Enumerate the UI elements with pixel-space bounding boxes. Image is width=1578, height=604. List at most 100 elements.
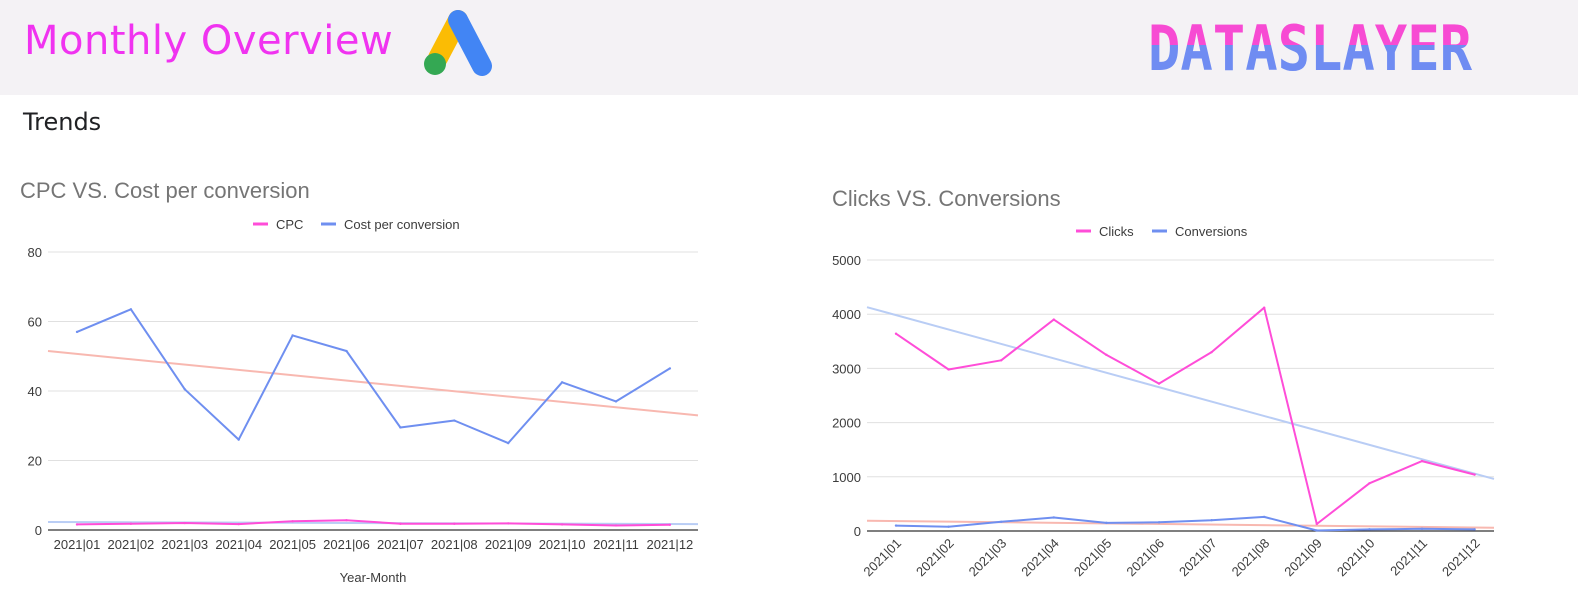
legend-label-clicks: Clicks [1099, 224, 1134, 239]
x-axis-label: Year-Month [340, 570, 407, 585]
data-point [453, 419, 456, 422]
x-tick-label: 2021|11 [593, 537, 639, 552]
header-bar: Monthly Overview DATASLAYER [0, 0, 1578, 95]
legend-label-cpc: CPC [276, 217, 303, 232]
series-line-cost-per-conversion [76, 308, 671, 445]
data-point [1105, 521, 1108, 525]
data-point [560, 381, 564, 384]
x-tick-label: 2021|01 [54, 537, 101, 552]
x-tick-label: 2021|07 [377, 537, 424, 552]
data-point [894, 524, 898, 527]
data-point [1420, 527, 1424, 531]
data-point [453, 522, 456, 525]
chart-clicks-vs-conversions: Clicks VS. Conversions Clicks Conversion… [832, 186, 1495, 580]
data-point [1157, 521, 1161, 524]
data-point [1473, 528, 1476, 531]
data-point [894, 332, 898, 335]
series-line-cpc [76, 519, 670, 527]
google-ads-icon [424, 10, 492, 76]
data-point [237, 438, 240, 441]
y-tick-label: 20 [28, 454, 42, 469]
data-point [507, 522, 510, 525]
data-point [129, 522, 133, 525]
data-point [1000, 359, 1003, 362]
data-point [1315, 522, 1319, 526]
data-point [75, 330, 79, 334]
x-tick-label: 2021|11 [1387, 536, 1430, 579]
x-tick-label: 2021|09 [1281, 536, 1325, 580]
x-tick-label: 2021|03 [161, 537, 208, 552]
data-point [399, 522, 402, 525]
trendline [866, 306, 1495, 480]
x-tick-label: 2021|06 [323, 537, 370, 552]
y-tick-label: 3000 [832, 361, 861, 376]
series-line-clicks [895, 306, 1475, 525]
data-point [1263, 306, 1266, 309]
data-point [668, 367, 672, 370]
x-tick-label: 2021|08 [1229, 536, 1273, 580]
data-point [75, 523, 79, 526]
chart-title: Clicks VS. Conversions [832, 186, 1061, 211]
y-tick-label: 60 [28, 315, 42, 330]
brand-logo-text: DATASLAYER [1148, 12, 1473, 78]
x-tick-label: 2021|12 [1439, 536, 1483, 580]
x-tick-label: 2021|10 [1334, 536, 1378, 580]
y-tick-label: 40 [28, 384, 42, 399]
y-tick-label: 80 [28, 245, 42, 260]
x-tick-label: 2021|02 [913, 536, 957, 580]
data-point [947, 525, 950, 528]
x-tick-label: 2021|08 [431, 537, 478, 552]
x-tick-label: 2021|05 [1071, 536, 1115, 580]
data-point [345, 519, 348, 522]
data-point [291, 520, 294, 523]
data-point [507, 441, 510, 445]
data-point [1157, 382, 1161, 385]
legend: CPC Cost per conversion [253, 217, 460, 232]
data-point [1420, 459, 1424, 463]
data-point [345, 349, 348, 353]
data-point [947, 368, 950, 371]
data-point [183, 388, 186, 391]
data-point [1105, 353, 1108, 357]
section-title: Trends [23, 108, 102, 136]
dataslayer-logo: DATASLAYER [1148, 12, 1473, 78]
chart-cpc-vs-cost-per-conversion: CPC VS. Cost per conversion CPC Cost per… [20, 178, 699, 585]
data-point [183, 521, 186, 525]
legend-label-conversions: Conversions [1175, 224, 1248, 239]
x-tick-label: 2021|10 [539, 537, 586, 552]
data-point [1052, 318, 1056, 321]
data-point [129, 308, 133, 311]
x-tick-label: 2021|03 [966, 536, 1010, 580]
data-point [560, 523, 564, 526]
y-tick-label: 4000 [832, 307, 861, 322]
x-tick-label: 2021|07 [1176, 536, 1220, 580]
legend-label-cost-per-conversion: Cost per conversion [344, 217, 460, 232]
y-tick-label: 5000 [832, 253, 861, 268]
data-point [614, 524, 618, 527]
data-point [291, 334, 294, 337]
y-tick-label: 0 [854, 524, 861, 539]
x-tick-label: 2021|06 [1123, 536, 1167, 580]
series-line-conversions [895, 515, 1475, 532]
data-point [668, 523, 672, 526]
data-point [1210, 350, 1213, 354]
data-point [1473, 473, 1476, 476]
x-tick-label: 2021|02 [108, 537, 155, 552]
data-point [1263, 515, 1266, 519]
x-tick-label: 2021|04 [1018, 536, 1062, 580]
data-point [1210, 518, 1213, 522]
data-point [614, 400, 618, 403]
trendline [47, 521, 699, 526]
x-tick-label: 2021|04 [215, 537, 262, 552]
data-point [237, 522, 240, 526]
trendline [47, 350, 699, 417]
y-tick-label: 2000 [832, 416, 861, 431]
x-tick-label: 2021|01 [860, 536, 904, 580]
x-tick-label: 2021|09 [485, 537, 532, 552]
data-point [1368, 482, 1371, 485]
x-tick-label: 2021|05 [269, 537, 316, 552]
data-point [399, 426, 402, 429]
x-tick-label: 2021|12 [647, 537, 694, 552]
trendline [866, 519, 1495, 529]
page-title: Monthly Overview [24, 18, 394, 64]
